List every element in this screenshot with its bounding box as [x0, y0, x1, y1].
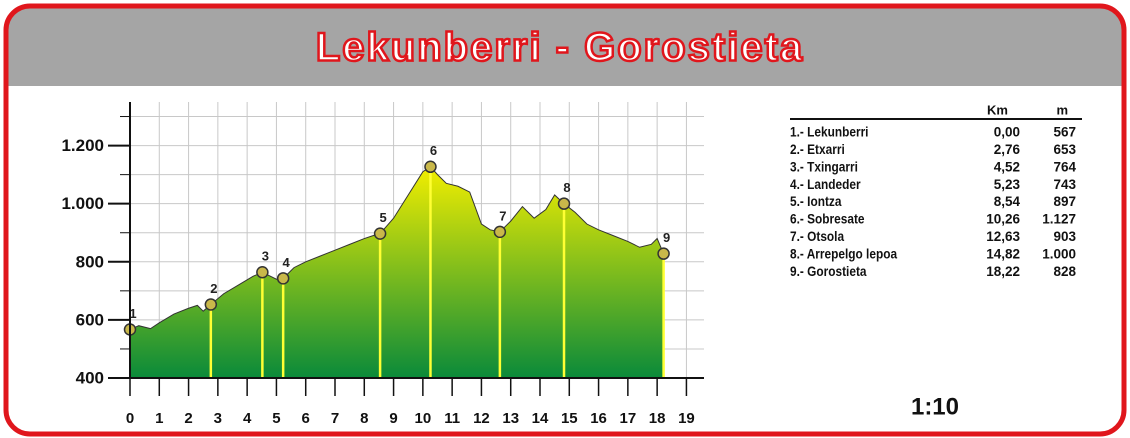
- waypoint-marker: [373, 227, 387, 240]
- waypoint-marker: [276, 272, 290, 285]
- x-tick-label: 11: [444, 410, 460, 427]
- table-km: 8,54: [994, 194, 1021, 209]
- table-name: 9.- Gorostieta: [790, 263, 867, 279]
- waypoint-label: 3: [262, 249, 269, 264]
- waypoint-marker: [657, 247, 670, 260]
- waypoint-label: 8: [563, 180, 570, 195]
- x-tick-label: 19: [678, 410, 695, 427]
- table-header: Km: [987, 102, 1008, 117]
- x-tick-label: 0: [126, 410, 134, 427]
- table-m: 743: [1053, 177, 1076, 192]
- table-m: 764: [1053, 159, 1076, 174]
- table-km: 10,26: [986, 212, 1020, 227]
- x-tick-label: 7: [331, 410, 339, 427]
- header-band: [8, 8, 1122, 86]
- scale-label: 1:10: [911, 393, 959, 420]
- x-tick-label: 6: [302, 410, 310, 427]
- table-name: 1.- Lekunberri: [790, 124, 868, 140]
- waypoint-marker: [256, 265, 269, 279]
- waypoint-marker: [493, 225, 507, 239]
- waypoint-label: 4: [283, 255, 291, 270]
- x-tick-label: 4: [243, 410, 252, 427]
- y-tick-label: 1.200: [61, 136, 104, 155]
- table-km: 4,52: [994, 159, 1020, 174]
- waypoint-label: 2: [210, 281, 217, 296]
- table-header: m: [1056, 102, 1068, 117]
- x-tick-label: 2: [184, 410, 192, 427]
- table-m: 1.000: [1042, 246, 1076, 261]
- table-km: 0,00: [994, 125, 1020, 140]
- table-km: 18,22: [986, 264, 1020, 279]
- table-name: 8.- Arrepelgo lepoa: [790, 246, 898, 262]
- y-tick-label: 800: [76, 252, 104, 271]
- x-tick-label: 18: [649, 410, 666, 427]
- waypoint-label: 5: [379, 210, 386, 225]
- x-tick-label: 13: [502, 410, 519, 427]
- table-name: 5.- Iontza: [790, 193, 842, 209]
- table-name: 4.- Landeder: [790, 176, 861, 192]
- x-tick-label: 1: [155, 410, 163, 427]
- table-km: 12,63: [986, 229, 1020, 244]
- x-tick-label: 14: [532, 410, 549, 427]
- waypoint-label: 6: [430, 143, 437, 158]
- frame-border: [3, 3, 1127, 437]
- y-tick-label: 400: [76, 368, 104, 387]
- table-m: 897: [1053, 194, 1076, 209]
- x-tick-label: 15: [561, 410, 578, 427]
- table-km: 2,76: [994, 142, 1021, 157]
- x-tick-label: 8: [360, 410, 368, 427]
- table-m: 1.127: [1042, 212, 1076, 227]
- y-tick-label: 600: [76, 310, 104, 329]
- x-tick-label: 16: [590, 410, 607, 427]
- waypoint-marker: [557, 197, 571, 210]
- chart-title: Lekunberri - Gorostieta: [316, 26, 804, 70]
- table-m: 828: [1053, 264, 1076, 279]
- table-name: 6.- Sobresate: [790, 211, 865, 227]
- table-m: 903: [1053, 229, 1076, 244]
- waypoint-marker: [204, 298, 218, 311]
- x-tick-label: 3: [214, 410, 222, 427]
- table-name: 7.- Otsola: [790, 228, 845, 244]
- waypoint-label: 9: [663, 230, 670, 245]
- table-km: 5,23: [994, 177, 1021, 192]
- table-m: 653: [1053, 142, 1076, 157]
- x-tick-label: 17: [620, 410, 637, 427]
- waypoint-label: 1: [129, 306, 136, 321]
- x-tick-label: 12: [473, 410, 490, 427]
- table-km: 14,82: [986, 246, 1020, 261]
- table-name: 2.- Etxarri: [790, 141, 845, 157]
- table-m: 567: [1053, 125, 1076, 140]
- table-name: 3.- Txingarri: [790, 159, 858, 175]
- y-tick-label: 1.000: [61, 194, 104, 213]
- x-tick-label: 5: [272, 410, 280, 427]
- x-tick-label: 10: [415, 410, 432, 427]
- x-tick-label: 9: [389, 410, 397, 427]
- waypoint-label: 7: [499, 208, 506, 223]
- waypoint-marker: [424, 160, 437, 174]
